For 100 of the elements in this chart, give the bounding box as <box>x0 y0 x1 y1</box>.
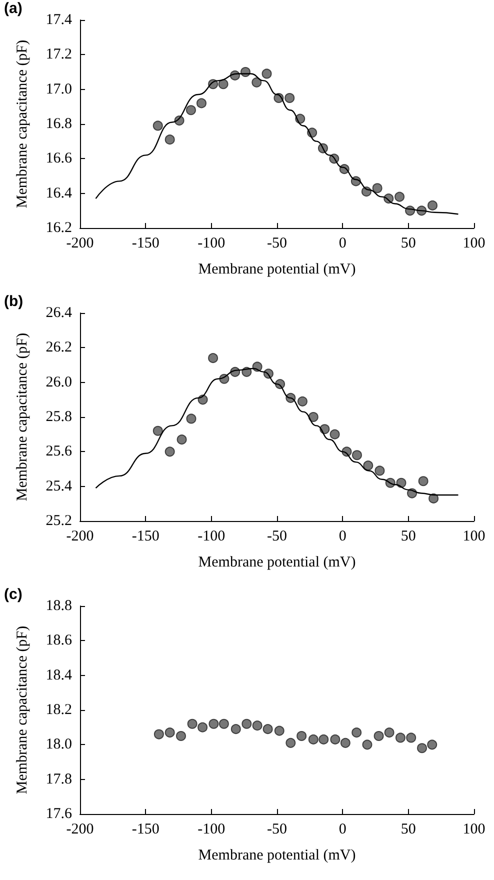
point <box>152 120 163 131</box>
point <box>252 720 262 731</box>
point <box>252 77 262 88</box>
point <box>374 731 384 741</box>
point <box>308 412 318 422</box>
y-tick-label: 16.8 <box>46 116 72 132</box>
point <box>186 105 196 116</box>
point <box>198 722 208 732</box>
chart-title: (a) <box>4 0 22 17</box>
point <box>330 734 340 744</box>
point <box>374 466 385 476</box>
point <box>406 732 416 743</box>
y-axis-title: Membrane capacitance (pF) <box>14 332 30 502</box>
x-tick-label: -150 <box>132 236 160 252</box>
x-tick-label: 100 <box>462 236 486 252</box>
point <box>418 476 428 486</box>
x-tick-label: -100 <box>198 528 226 544</box>
y-tick-label: 26.2 <box>46 340 72 356</box>
point <box>164 728 175 738</box>
point <box>362 740 372 750</box>
point <box>286 738 296 748</box>
y-tick-label: 18.2 <box>46 702 72 718</box>
x-tick-label: -200 <box>66 528 94 544</box>
point <box>196 98 206 108</box>
point <box>218 718 229 729</box>
point <box>308 734 318 744</box>
x-tick-label: -150 <box>132 528 160 544</box>
point <box>164 446 175 457</box>
point <box>372 183 382 194</box>
point <box>176 434 187 445</box>
point <box>297 396 308 406</box>
y-tick-label: 16.6 <box>46 150 72 167</box>
point <box>218 79 228 90</box>
point <box>242 718 252 729</box>
x-tick-label: -200 <box>66 236 94 252</box>
point <box>363 460 374 471</box>
x-tick-label: -100 <box>198 236 226 252</box>
y-tick-label: 26.0 <box>46 374 72 390</box>
y-tick-label: 16.2 <box>46 220 72 236</box>
x-tick-label: 0 <box>338 236 346 252</box>
y-tick-label: 17.2 <box>46 46 72 63</box>
y-axis-title: Membrane capacitance (pF) <box>14 40 30 208</box>
x-tick-label: 50 <box>400 528 416 544</box>
y-tick-label: 17.4 <box>46 12 72 28</box>
y-tick-label: 18.6 <box>46 632 72 649</box>
y-tick-label: 25.8 <box>46 409 72 425</box>
x-tick-label: -50 <box>267 822 287 838</box>
y-tick-label: 17.0 <box>46 81 72 98</box>
point <box>395 732 406 743</box>
y-tick-label: 17.8 <box>46 771 72 788</box>
point <box>208 718 219 729</box>
x-tick-label: 50 <box>400 822 416 838</box>
point <box>394 192 405 202</box>
point <box>164 134 175 145</box>
y-tick-label: 17.6 <box>46 806 72 822</box>
point <box>262 724 273 734</box>
x-tick-label: -50 <box>267 236 287 252</box>
point <box>187 718 198 729</box>
y-tick-label: 25.4 <box>46 478 72 494</box>
x-tick-label: -100 <box>198 822 226 838</box>
x-tick-label: 0 <box>338 528 346 544</box>
y-axis-title: Membrane capacitance (pF) <box>14 626 30 794</box>
point <box>384 728 394 738</box>
point <box>284 93 295 103</box>
point <box>428 200 438 210</box>
y-tick-label: 18.4 <box>46 667 72 684</box>
point <box>152 426 163 436</box>
point <box>417 743 427 754</box>
point <box>330 429 340 440</box>
chart-title: (c) <box>4 586 22 603</box>
point <box>318 734 329 744</box>
point <box>340 738 350 748</box>
y-tick-label: 18.8 <box>46 598 72 614</box>
y-tick-label: 25.6 <box>46 444 72 460</box>
x-tick-label: -200 <box>66 822 94 838</box>
y-tick-label: 25.2 <box>46 513 72 529</box>
x-axis-title: Membrane potential (mV) <box>198 848 356 864</box>
x-axis-title: Membrane potential (mV) <box>198 262 356 278</box>
point <box>230 724 241 734</box>
x-tick-label: 100 <box>462 528 486 544</box>
point <box>352 728 362 738</box>
x-tick-label: -50 <box>267 528 287 544</box>
y-tick-label: 18.0 <box>46 736 72 753</box>
y-tick-label: 16.4 <box>46 185 72 202</box>
point <box>428 493 439 504</box>
x-tick-label: 100 <box>462 822 486 838</box>
y-tick-label: 26.4 <box>46 305 72 321</box>
point <box>296 731 307 741</box>
chart-title: (b) <box>4 293 24 310</box>
point <box>427 740 438 750</box>
point <box>176 731 186 741</box>
point <box>352 450 362 460</box>
point <box>274 726 284 736</box>
point <box>208 353 218 364</box>
point <box>154 729 164 740</box>
x-axis-title: Membrane potential (mV) <box>198 554 356 570</box>
point <box>186 414 196 424</box>
x-tick-label: 0 <box>338 822 346 838</box>
x-tick-label: 50 <box>400 236 416 252</box>
x-tick-label: -150 <box>132 822 160 838</box>
